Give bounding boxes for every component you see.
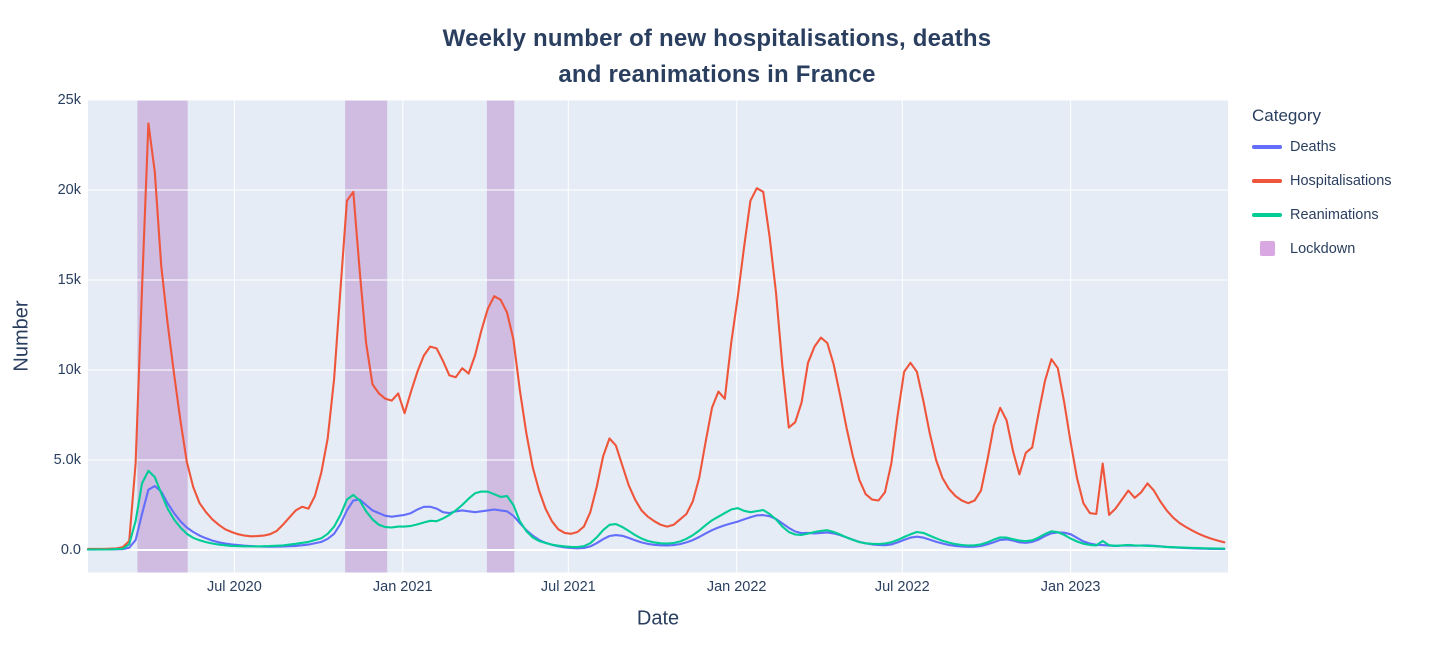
x-tick-label: Jan 2021 xyxy=(372,579,433,595)
legend-label-reanimations: Reanimations xyxy=(1290,206,1379,223)
plot-background xyxy=(88,100,1228,573)
series-line-hospitalisations[interactable] xyxy=(86,122,1226,550)
x-tick-label: Jul 2021 xyxy=(540,579,596,595)
legend-item-lockdown[interactable]: Lockdown xyxy=(1252,238,1392,259)
legend-label-lockdown: Lockdown xyxy=(1290,240,1356,257)
y-tick-label: 0.0 xyxy=(60,542,81,558)
y-tick-label: 15k xyxy=(57,272,81,288)
chart-title: Weekly number of new hospitalisations, d… xyxy=(0,21,1434,93)
legend-item-hospitalisations[interactable]: Hospitalisations xyxy=(1252,170,1392,191)
x-axis-title: Date xyxy=(636,607,680,630)
y-tick-label: 25k xyxy=(57,92,81,108)
y-tick-label: 5.0k xyxy=(53,452,81,468)
chart-title-line1: Weekly number of new hospitalisations, d… xyxy=(442,25,992,52)
legend-item-deaths[interactable]: Deaths xyxy=(1252,136,1392,157)
legend-title: Category xyxy=(1252,106,1321,125)
lockdown-square-swatch-icon xyxy=(1260,241,1275,256)
x-tick-label: Jul 2022 xyxy=(874,579,930,595)
deaths-line-swatch-icon xyxy=(1252,144,1282,149)
y-tick-label: 10k xyxy=(57,362,81,378)
series-line-reanimations[interactable] xyxy=(86,469,1226,551)
legend-item-reanimations[interactable]: Reanimations xyxy=(1252,204,1392,225)
x-tick-label: Jul 2020 xyxy=(206,579,262,595)
series-line-deaths[interactable] xyxy=(86,485,1226,551)
chart-title-line2: and reanimations in France xyxy=(558,61,876,88)
y-tick-label: 20k xyxy=(57,182,81,198)
legend-label-deaths: Deaths xyxy=(1290,138,1336,155)
hospitalisations-line-swatch-icon xyxy=(1252,178,1282,183)
legend: Category Deaths Hospitalisations Reanima… xyxy=(1252,106,1392,272)
x-tick-label: Jan 2022 xyxy=(706,579,767,595)
x-tick-label: Jan 2023 xyxy=(1040,579,1101,595)
legend-label-hospitalisations: Hospitalisations xyxy=(1290,172,1392,189)
reanimations-line-swatch-icon xyxy=(1252,212,1282,217)
